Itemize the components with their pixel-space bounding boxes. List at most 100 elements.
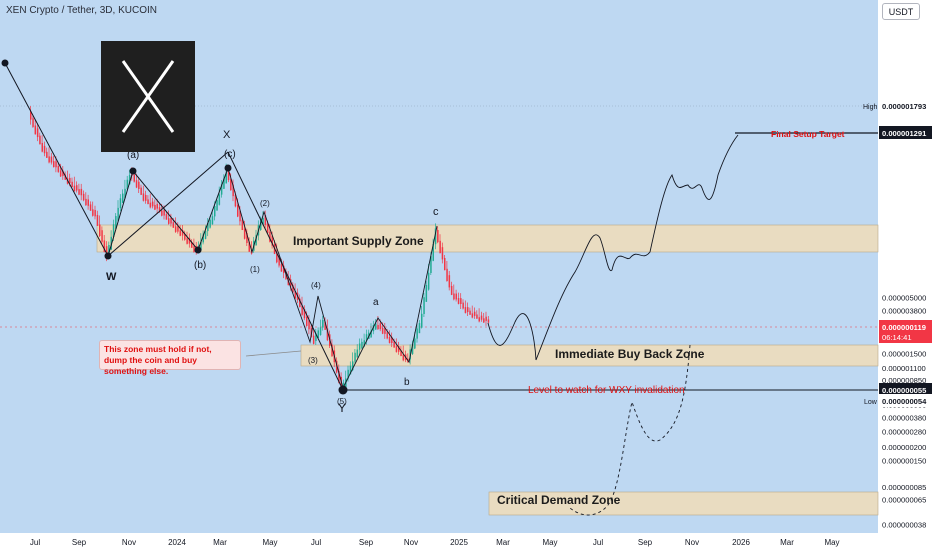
- wave-point: [1, 59, 9, 67]
- candle-body: [299, 298, 301, 308]
- abc-wave-line: [342, 225, 438, 389]
- zone-box-2: [300, 344, 879, 367]
- candle-body: [381, 327, 384, 334]
- candle-body: [312, 335, 315, 344]
- candle-body: [434, 228, 437, 245]
- candle-body: [138, 181, 140, 189]
- candle-body: [234, 194, 237, 207]
- currency-button[interactable]: USDT: [882, 3, 920, 20]
- candle-body: [48, 156, 50, 163]
- price-axis-panel[interactable]: [878, 0, 932, 550]
- y-tick-label: 0.000000038: [882, 520, 926, 529]
- candle-body: [271, 235, 273, 246]
- candle-body: [117, 207, 119, 221]
- candle-body: [119, 198, 122, 209]
- candle-body: [269, 231, 271, 242]
- candle-body: [372, 325, 375, 332]
- candle-body: [462, 302, 464, 309]
- candle-body: [315, 333, 317, 341]
- candle-body: [149, 202, 152, 208]
- candle-body: [46, 151, 48, 158]
- candle-body: [450, 286, 453, 295]
- y-tick-label: 0.000000065: [882, 495, 926, 504]
- candle-body: [441, 247, 444, 260]
- current-badge-bg: [879, 320, 932, 343]
- candle-body: [241, 219, 244, 231]
- x-to-y-line: [227, 151, 344, 391]
- candle-body: [41, 142, 43, 152]
- target-annotation: Final Setup Target: [771, 129, 845, 139]
- x-tick-label: Sep: [72, 538, 87, 547]
- wave-labels: W (a) (b) X (c) (1) (2) (3) (4) (5)Ya b c Final Setu…: [106, 129, 845, 415]
- x-tick-label: Mar: [496, 538, 510, 547]
- candle-body: [135, 180, 138, 188]
- candle-body: [411, 343, 414, 354]
- candle-body: [112, 224, 115, 237]
- candle-body: [30, 110, 32, 120]
- target-badge-bg: [879, 126, 932, 139]
- candle-body: [457, 298, 460, 304]
- x-tick-label: Nov: [404, 538, 418, 547]
- candle-body: [181, 230, 184, 236]
- x-tick-label: May: [542, 538, 557, 547]
- candle-body: [34, 125, 37, 135]
- candle-body: [158, 207, 161, 212]
- candle-body: [237, 204, 239, 217]
- candle-body: [200, 242, 202, 251]
- y-tick-label: 0.000000850: [882, 376, 926, 385]
- candle-body: [473, 311, 476, 316]
- candle-body: [414, 338, 416, 349]
- candle-body: [289, 279, 292, 287]
- candle-body: [446, 268, 448, 281]
- candle-body: [358, 343, 361, 350]
- countdown-badge: 06:14:41: [882, 333, 912, 342]
- x-tick-label: Jul: [311, 538, 321, 547]
- candle-body: [301, 305, 303, 315]
- x-tick-label: May: [262, 538, 277, 547]
- candle-body: [101, 230, 103, 242]
- candle-body: [467, 307, 469, 313]
- time-axis-panel[interactable]: [0, 533, 878, 550]
- candle-body: [361, 341, 363, 349]
- candle-body: [128, 175, 131, 185]
- candle-body: [191, 242, 193, 248]
- candle-body: [264, 215, 267, 225]
- candle-body: [207, 223, 209, 232]
- note-pointer-line: [245, 350, 302, 357]
- zone-label-3: Critical Demand Zone: [497, 493, 621, 507]
- candle-body: [386, 332, 388, 339]
- wave-point: [224, 164, 232, 172]
- candle-body: [99, 224, 101, 237]
- wave-label: (5): [337, 397, 347, 406]
- candle-body: [39, 135, 41, 145]
- candle-body: [377, 324, 379, 330]
- w-to-x-line: [107, 151, 229, 257]
- candle-body: [57, 165, 60, 172]
- candle-body: [140, 187, 142, 195]
- projection-paths: [245, 134, 739, 516]
- candle-body: [186, 238, 188, 244]
- candle-body: [32, 118, 34, 127]
- invalidation-badge-bg: [879, 383, 932, 396]
- candle-body: [80, 188, 83, 196]
- wave-label: (a): [127, 150, 139, 161]
- candle-body: [36, 128, 39, 138]
- candle-body: [156, 203, 158, 209]
- candle-body: [480, 315, 483, 320]
- wave-label: (c): [224, 149, 236, 160]
- candle-body: [76, 185, 78, 191]
- candle-body: [223, 178, 225, 189]
- wave-label: (b): [194, 260, 206, 271]
- wave-label: b: [404, 377, 410, 388]
- low-tag: Low: [864, 399, 878, 406]
- candle-body: [331, 344, 333, 357]
- axes: 0.0000050000.0000038000.0000028000.00000…: [30, 99, 932, 547]
- bearish-projection-path: [569, 344, 691, 516]
- y-tick-label: 0.000001100: [882, 364, 926, 373]
- high-badge-bg: [879, 99, 932, 112]
- candle-body: [326, 328, 329, 341]
- candle-body: [179, 230, 181, 236]
- candle-body: [239, 210, 241, 222]
